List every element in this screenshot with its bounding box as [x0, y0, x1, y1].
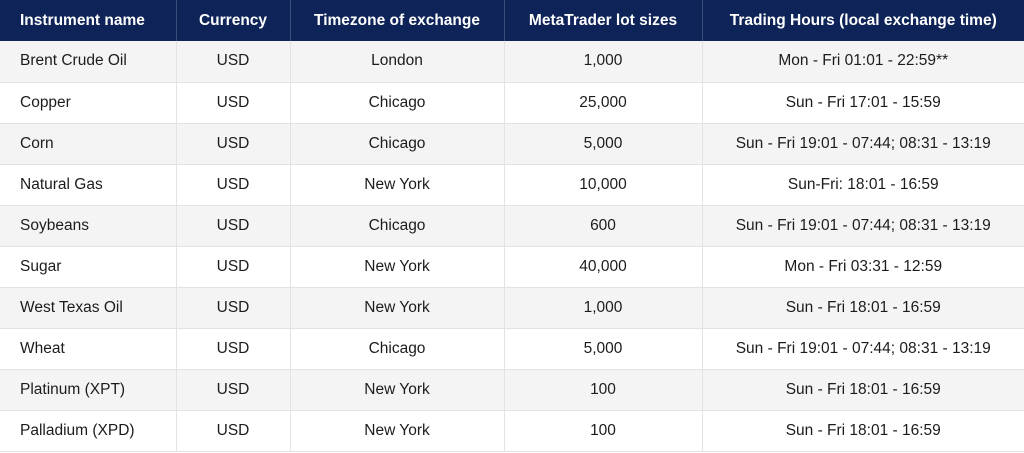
table-row: Palladium (XPD) USD New York 100 Sun - F… [0, 410, 1024, 452]
cell-currency: USD [176, 82, 291, 124]
cell-currency: USD [176, 164, 291, 206]
cell-instrument: Brent Crude Oil [0, 41, 177, 83]
cell-instrument: Copper [0, 82, 177, 124]
cell-trading-hours: Mon - Fri 03:31 - 12:59 [702, 246, 1024, 288]
cell-lot-size: 5,000 [504, 328, 703, 370]
cell-instrument: Platinum (XPT) [0, 369, 177, 411]
header-lot-sizes: MetaTrader lot sizes [504, 0, 703, 41]
cell-currency: USD [176, 410, 291, 452]
cell-trading-hours: Sun - Fri 19:01 - 07:44; 08:31 - 13:19 [702, 205, 1024, 247]
table-body: Brent Crude Oil USD London 1,000 Mon - F… [0, 41, 1024, 452]
table-row: Sugar USD New York 40,000 Mon - Fri 03:3… [0, 246, 1024, 288]
table-row: Brent Crude Oil USD London 1,000 Mon - F… [0, 41, 1024, 83]
cell-timezone: New York [290, 369, 505, 411]
header-instrument-name: Instrument name [0, 0, 177, 41]
cell-instrument: Natural Gas [0, 164, 177, 206]
cell-trading-hours: Mon - Fri 01:01 - 22:59** [702, 41, 1024, 83]
cell-lot-size: 1,000 [504, 41, 703, 83]
cell-timezone: Chicago [290, 123, 505, 165]
table-row: Copper USD Chicago 25,000 Sun - Fri 17:0… [0, 82, 1024, 124]
cell-timezone: Chicago [290, 328, 505, 370]
cell-trading-hours: Sun - Fri 19:01 - 07:44; 08:31 - 13:19 [702, 123, 1024, 165]
cell-timezone: New York [290, 287, 505, 329]
table-row: Platinum (XPT) USD New York 100 Sun - Fr… [0, 369, 1024, 411]
cell-trading-hours: Sun - Fri 18:01 - 16:59 [702, 369, 1024, 411]
table-row: Soybeans USD Chicago 600 Sun - Fri 19:01… [0, 205, 1024, 247]
header-trading-hours: Trading Hours (local exchange time) [702, 0, 1024, 41]
cell-lot-size: 600 [504, 205, 703, 247]
header-timezone: Timezone of exchange [290, 0, 505, 41]
cell-trading-hours: Sun - Fri 18:01 - 16:59 [702, 287, 1024, 329]
cell-currency: USD [176, 328, 291, 370]
cell-timezone: New York [290, 410, 505, 452]
cell-lot-size: 5,000 [504, 123, 703, 165]
cell-instrument: Soybeans [0, 205, 177, 247]
cell-lot-size: 100 [504, 410, 703, 452]
cell-lot-size: 40,000 [504, 246, 703, 288]
table-header: Instrument name Currency Timezone of exc… [0, 0, 1024, 41]
cell-currency: USD [176, 123, 291, 165]
table-row: Natural Gas USD New York 10,000 Sun-Fri:… [0, 164, 1024, 206]
cell-lot-size: 1,000 [504, 287, 703, 329]
cell-lot-size: 100 [504, 369, 703, 411]
cell-trading-hours: Sun-Fri: 18:01 - 16:59 [702, 164, 1024, 206]
cell-timezone: Chicago [290, 205, 505, 247]
cell-instrument: West Texas Oil [0, 287, 177, 329]
cell-currency: USD [176, 369, 291, 411]
cell-trading-hours: Sun - Fri 17:01 - 15:59 [702, 82, 1024, 124]
cell-lot-size: 25,000 [504, 82, 703, 124]
cell-instrument: Palladium (XPD) [0, 410, 177, 452]
cell-currency: USD [176, 246, 291, 288]
cell-timezone: Chicago [290, 82, 505, 124]
cell-instrument: Sugar [0, 246, 177, 288]
cell-currency: USD [176, 41, 291, 83]
cell-timezone: New York [290, 246, 505, 288]
cell-instrument: Corn [0, 123, 177, 165]
cell-lot-size: 10,000 [504, 164, 703, 206]
table-row: West Texas Oil USD New York 1,000 Sun - … [0, 287, 1024, 329]
cell-timezone: London [290, 41, 505, 83]
cell-timezone: New York [290, 164, 505, 206]
header-currency: Currency [176, 0, 291, 41]
cell-trading-hours: Sun - Fri 18:01 - 16:59 [702, 410, 1024, 452]
table-row: Corn USD Chicago 5,000 Sun - Fri 19:01 -… [0, 123, 1024, 165]
table-row: Wheat USD Chicago 5,000 Sun - Fri 19:01 … [0, 328, 1024, 370]
header-row: Instrument name Currency Timezone of exc… [0, 0, 1024, 41]
cell-trading-hours: Sun - Fri 19:01 - 07:44; 08:31 - 13:19 [702, 328, 1024, 370]
cell-currency: USD [176, 287, 291, 329]
cell-currency: USD [176, 205, 291, 247]
cell-instrument: Wheat [0, 328, 177, 370]
